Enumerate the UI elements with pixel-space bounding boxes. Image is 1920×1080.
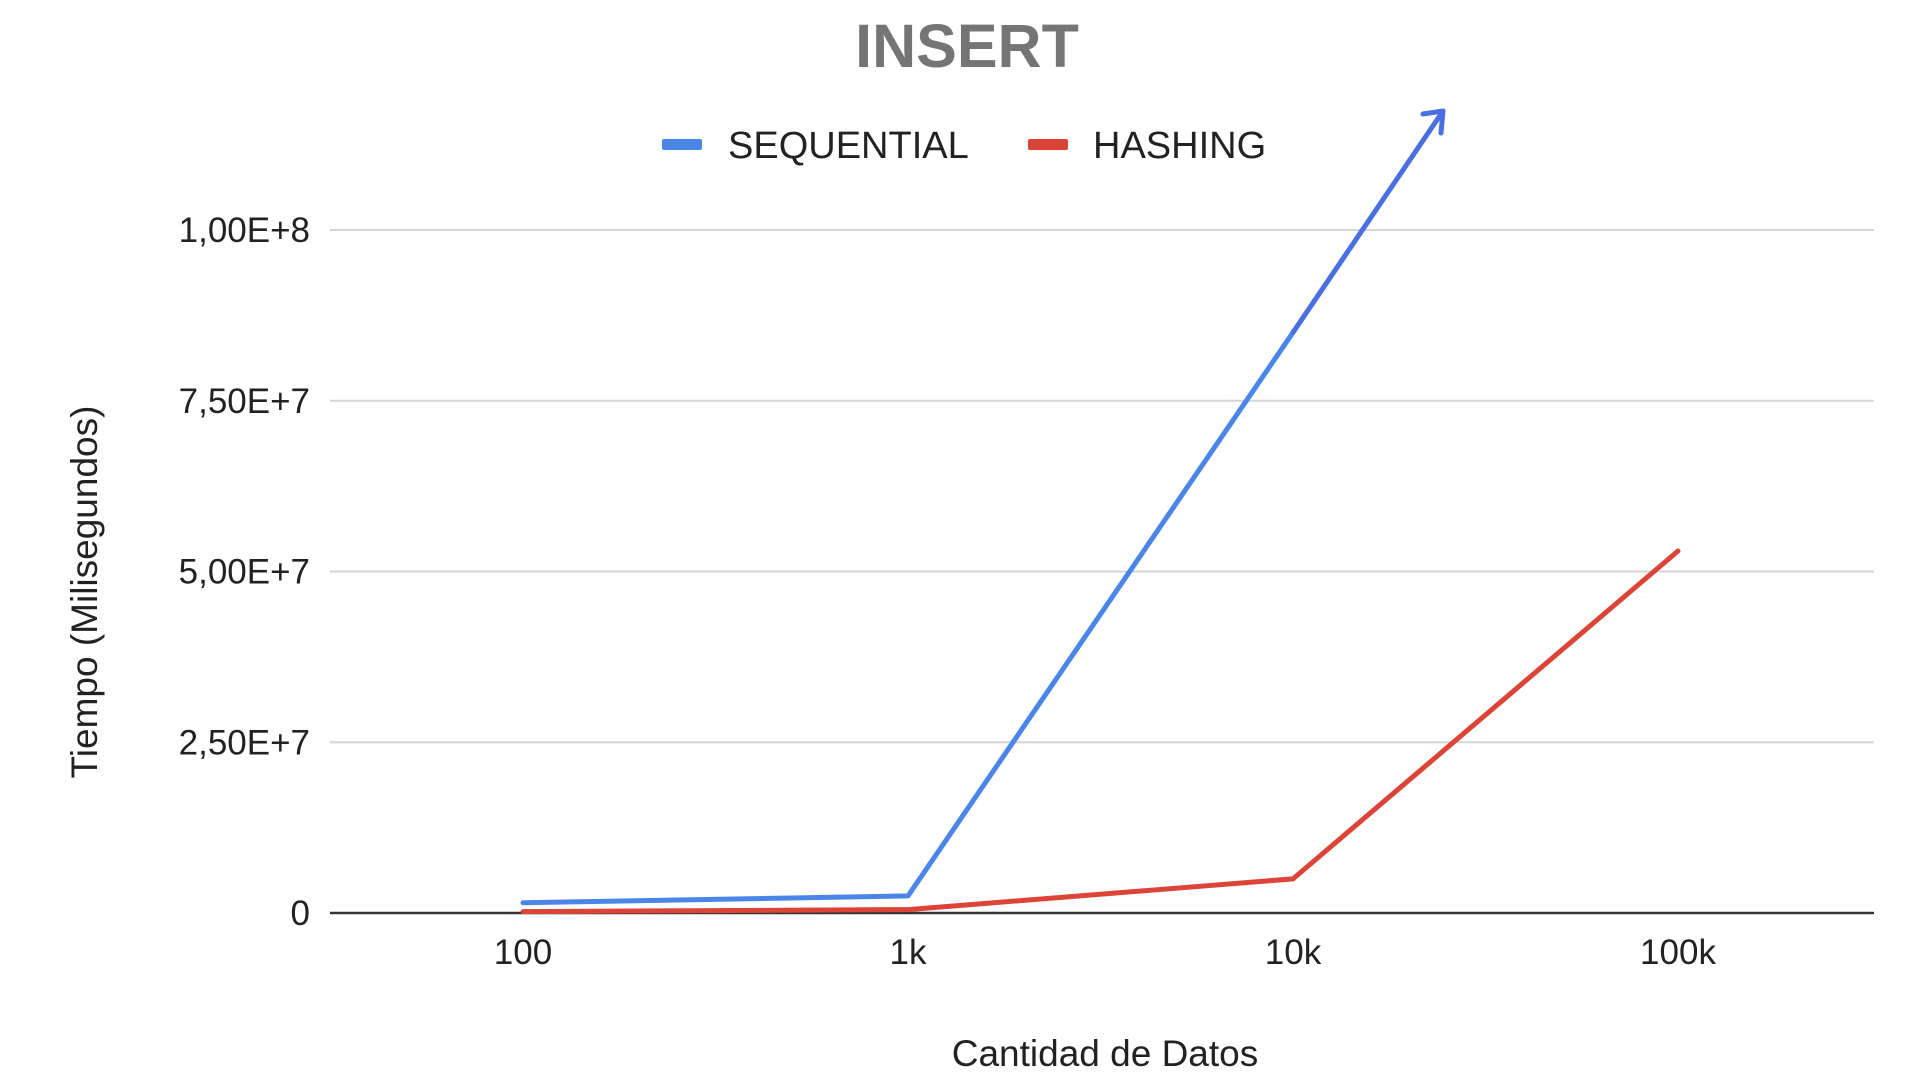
legend-swatch-sequential — [662, 139, 702, 150]
trend-arrow-head — [1420, 108, 1446, 136]
series-line-sequential — [520, 329, 1296, 906]
legend-label-sequential: SEQUENTIAL — [728, 125, 969, 167]
x-tick-label: 10k — [1265, 933, 1322, 972]
y-tick-label: 2,50E+7 — [179, 723, 310, 762]
y-tick-label: 1,00E+8 — [179, 211, 310, 250]
y-tick-label: 5,00E+7 — [179, 553, 310, 592]
x-axis-title: Cantidad de Datos — [952, 1033, 1258, 1074]
annotations — [1290, 108, 1446, 335]
x-tick-label: 100k — [1640, 933, 1716, 972]
legend-label-hashing: HASHING — [1093, 125, 1266, 167]
legend-swatch-hashing — [1028, 139, 1068, 150]
x-axis-ticks: 100 1k 10k 100k — [494, 933, 1717, 972]
trend-arrow-shaft — [1290, 108, 1446, 335]
gridlines — [330, 229, 1874, 744]
y-axis-ticks: 0 2,50E+7 5,00E+7 7,50E+7 1,00E+8 — [179, 211, 310, 933]
series-line-hashing — [520, 548, 1681, 915]
y-axis-title: Tiempo (Milisegundos) — [64, 406, 105, 779]
y-tick-label: 7,50E+7 — [179, 382, 310, 421]
series-lines — [520, 329, 1681, 915]
chart-title: INSERT — [855, 12, 1079, 80]
y-tick-label: 0 — [291, 894, 310, 933]
x-tick-label: 1k — [890, 933, 927, 972]
legend: SEQUENTIAL HASHING — [662, 125, 1266, 167]
x-tick-label: 100 — [494, 933, 552, 972]
